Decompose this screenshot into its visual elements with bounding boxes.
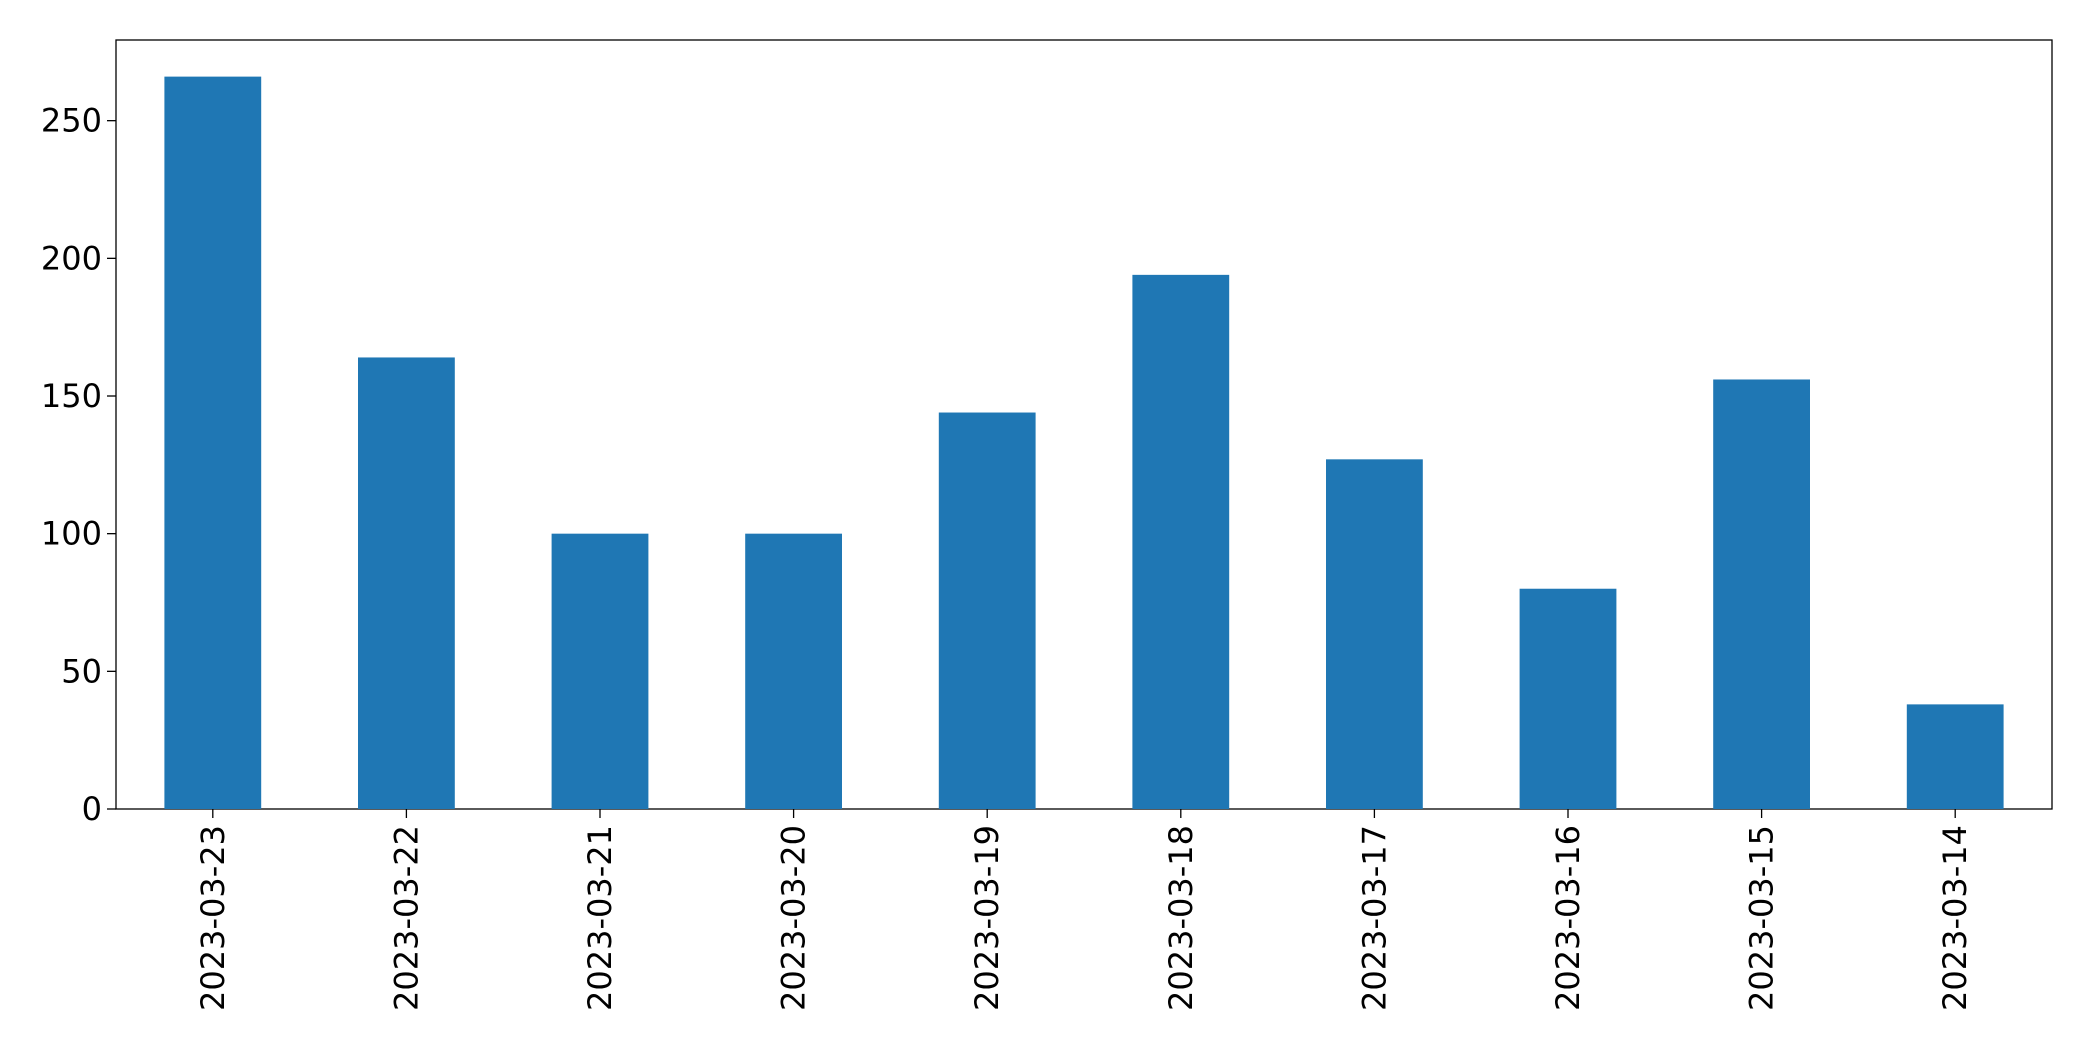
y-tick-label: 150 [41, 377, 102, 415]
x-tick-label: 2023-03-23 [194, 825, 232, 1011]
bar [551, 533, 649, 809]
x-tick-label: 2023-03-20 [775, 825, 813, 1011]
y-tick-label: 200 [41, 239, 102, 277]
bar [1519, 588, 1617, 809]
bar [1326, 459, 1423, 809]
y-tick-label: 100 [41, 515, 102, 553]
bar [1906, 704, 2004, 809]
bar [358, 357, 455, 809]
x-tick-label: 2023-03-18 [1162, 825, 1200, 1011]
bar [164, 76, 262, 810]
plot-frame [115, 39, 2053, 810]
x-tick-label: 2023-03-19 [968, 825, 1006, 1011]
y-tick-label: 0 [82, 790, 102, 828]
bar [1713, 379, 1810, 809]
y-tick-label: 50 [61, 652, 102, 690]
bar [938, 412, 1036, 809]
y-tick-label: 250 [41, 102, 102, 140]
x-tick-label: 2023-03-17 [1355, 825, 1393, 1011]
x-tick-label: 2023-03-22 [387, 825, 425, 1011]
x-tick-label: 2023-03-15 [1743, 825, 1781, 1011]
bar [745, 533, 842, 809]
x-tick-label: 2023-03-16 [1549, 825, 1587, 1011]
x-tick-label: 2023-03-14 [1936, 825, 1974, 1011]
x-tick-label: 2023-03-21 [581, 825, 619, 1011]
bar [1132, 274, 1230, 809]
